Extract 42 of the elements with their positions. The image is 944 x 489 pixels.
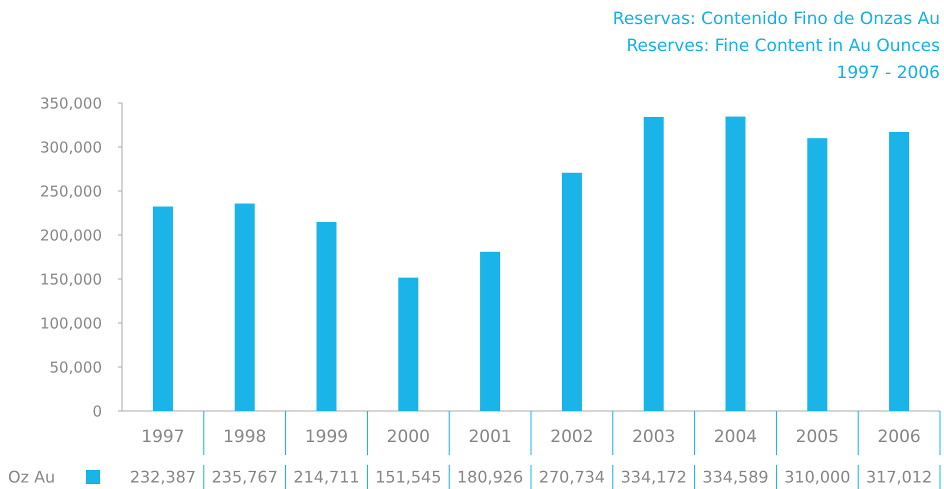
data-label: 235,767 <box>212 468 278 487</box>
chart-title: Reservas: Contenido Fino de Onzas Au <box>612 9 940 29</box>
bar <box>562 172 582 411</box>
x-tick-label: 1997 <box>141 427 185 447</box>
y-tick-label: 150,000 <box>40 270 102 288</box>
data-label: 180,926 <box>457 468 524 487</box>
x-tick-label: 2002 <box>550 427 594 447</box>
y-tick-label: 250,000 <box>40 182 102 200</box>
data-label: 317,012 <box>866 468 932 487</box>
x-tick-label: 1999 <box>304 427 348 447</box>
x-tick-label: 2006 <box>877 427 921 447</box>
data-label: 334,589 <box>702 468 769 487</box>
x-tick-label: 2001 <box>468 427 512 447</box>
y-tick-label: 0 <box>92 402 102 420</box>
data-label: 270,734 <box>538 468 605 487</box>
data-label: 151,545 <box>375 468 442 487</box>
bar <box>889 132 910 411</box>
text: 1997 - 2006 <box>836 63 940 83</box>
bar <box>234 204 255 411</box>
bar <box>480 252 500 411</box>
x-tick-label: 2005 <box>796 427 839 447</box>
x-tick-label: 2000 <box>386 427 430 447</box>
y-tick-label: 100,000 <box>40 314 102 332</box>
chart-subtitle: Reserves: Fine Content in Au Ounces <box>626 36 940 56</box>
bar <box>807 138 828 411</box>
bar <box>152 206 173 411</box>
y-tick-label: 350,000 <box>40 94 102 112</box>
bar <box>726 116 746 411</box>
y-tick-label: 200,000 <box>40 226 102 244</box>
bar <box>644 116 664 411</box>
data-label: 214,711 <box>293 468 360 487</box>
bar <box>316 222 336 411</box>
x-tick-label: 2004 <box>714 427 758 447</box>
data-label: 310,000 <box>784 468 850 487</box>
legend-label: Oz Au <box>8 468 56 487</box>
x-tick-label: 1998 <box>223 427 266 447</box>
y-tick-label: 300,000 <box>40 138 102 156</box>
data-label: 232,387 <box>130 468 196 487</box>
x-tick-label: 2003 <box>632 427 676 447</box>
bar <box>398 278 418 411</box>
y-tick-label: 50,000 <box>50 358 102 376</box>
data-label: 334,172 <box>620 468 687 487</box>
